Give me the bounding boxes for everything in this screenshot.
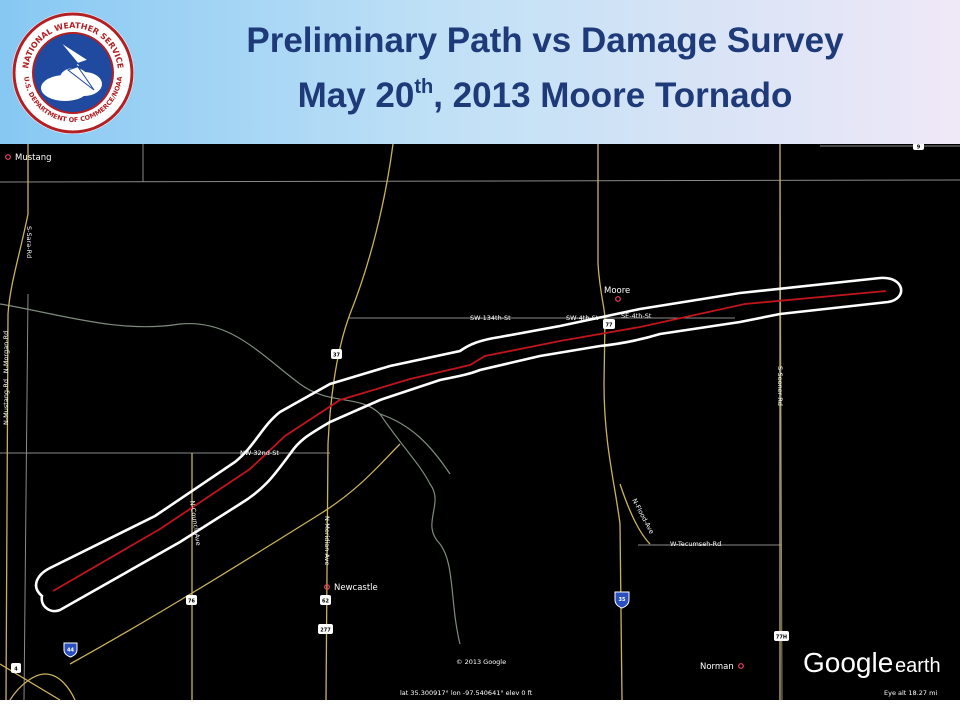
svg-text:4: 4 xyxy=(14,667,18,673)
title-date: May 20 xyxy=(297,76,415,115)
shield-77: 77 xyxy=(603,319,615,329)
svg-text:44: 44 xyxy=(67,648,74,654)
damage-survey-outline xyxy=(34,276,903,613)
lightning-cloud-icon: NATIONAL WEATHER SERVICE U.S. DEPARTMENT… xyxy=(12,12,134,134)
rivers xyxy=(0,303,461,645)
shield-77h: 77H xyxy=(774,631,789,641)
roads xyxy=(0,144,781,700)
town-markers: Mustang Moore Newcastle Norman xyxy=(5,153,744,672)
svg-text:35: 35 xyxy=(619,597,626,603)
title-line-1: Preliminary Path vs Damage Survey xyxy=(246,21,844,60)
shield-44: 44 xyxy=(63,642,78,658)
earth-wordmark: earth xyxy=(895,655,941,677)
highway-shields: 37 77 76 62 277 35 44 4 77H 9 xyxy=(11,144,924,673)
road-label-n-council-ave: N-Council-Ave xyxy=(188,500,202,546)
svg-text:277: 277 xyxy=(320,628,331,634)
shield-9: 9 xyxy=(913,144,924,151)
road-label-sw-4th-st: SW-4th-St xyxy=(566,314,599,322)
shield-62: 62 xyxy=(320,595,331,605)
section-lines xyxy=(0,144,960,700)
shield-76: 76 xyxy=(186,595,197,605)
title-event: , 2013 Moore Tornado xyxy=(433,76,793,115)
shield-35: 35 xyxy=(614,591,630,609)
road-label-n-mustang-rd: N-Mustang-Rd xyxy=(2,379,10,425)
road-label-n-morgan-rd: N-Morgan-Rd xyxy=(2,331,10,374)
town-dot-norman xyxy=(738,663,744,669)
svg-text:9: 9 xyxy=(917,145,921,151)
town-moore[interactable]: Moore xyxy=(604,286,630,296)
svg-text:77H: 77H xyxy=(776,635,787,641)
map-canvas: 37 77 76 62 277 35 44 4 77H 9 Mustang Mo… xyxy=(0,144,960,700)
road-label-w-tecumseh-rd: W-Tecumseh-Rd xyxy=(670,540,721,548)
svg-text:77: 77 xyxy=(606,323,613,329)
map-view[interactable]: 37 77 76 62 277 35 44 4 77H 9 Mustang Mo… xyxy=(0,144,960,700)
copyright-text: © 2013 Google xyxy=(456,658,506,666)
coordinate-readout: lat 35.300917° lon -97.540641° elev 0 ft xyxy=(400,689,533,697)
eye-altitude-readout: Eye alt 18.27 mi xyxy=(884,689,937,697)
road-label-s-sara-rd: S-Sara-Rd xyxy=(25,226,33,258)
title-date-suffix: th xyxy=(414,76,434,98)
svg-text:76: 76 xyxy=(188,599,195,605)
shield-4: 4 xyxy=(11,663,21,673)
town-dot-mustang xyxy=(5,154,11,160)
road-label-sw-134th-st: SW-134th-St xyxy=(470,314,511,322)
nws-logo: NATIONAL WEATHER SERVICE U.S. DEPARTMENT… xyxy=(10,10,136,136)
town-mustang[interactable]: Mustang xyxy=(15,153,51,163)
town-dot-newcastle xyxy=(324,584,330,590)
town-dot-moore xyxy=(615,296,621,302)
title-line-2: May 20th, 2013 Moore Tornado xyxy=(150,64,940,119)
page-title: Preliminary Path vs Damage Survey May 20… xyxy=(150,18,940,119)
slide-header: NATIONAL WEATHER SERVICE U.S. DEPARTMENT… xyxy=(0,0,960,144)
slide-footer xyxy=(0,700,960,720)
svg-text:37: 37 xyxy=(333,353,340,359)
google-wordmark: Google xyxy=(803,647,893,678)
road-label-n-meridian-ave: N-Meridian-Ave xyxy=(323,516,331,565)
shield-277: 277 xyxy=(318,624,333,634)
road-label-s-sooner-rd: S-Sooner-Rd xyxy=(776,366,784,406)
preliminary-path-line xyxy=(52,290,887,592)
town-norman[interactable]: Norman xyxy=(700,662,734,672)
road-label-se-4th-st: SE-4th-St xyxy=(621,312,652,320)
road-label-nw-32nd-st: NW-32nd-St xyxy=(240,449,279,457)
town-newcastle[interactable]: Newcastle xyxy=(334,583,378,593)
google-earth-logo: Google earth xyxy=(803,647,941,678)
road-label-n-flood-ave: N-Flood-Ave xyxy=(630,497,655,535)
svg-text:62: 62 xyxy=(322,599,329,605)
shield-37: 37 xyxy=(331,349,342,359)
